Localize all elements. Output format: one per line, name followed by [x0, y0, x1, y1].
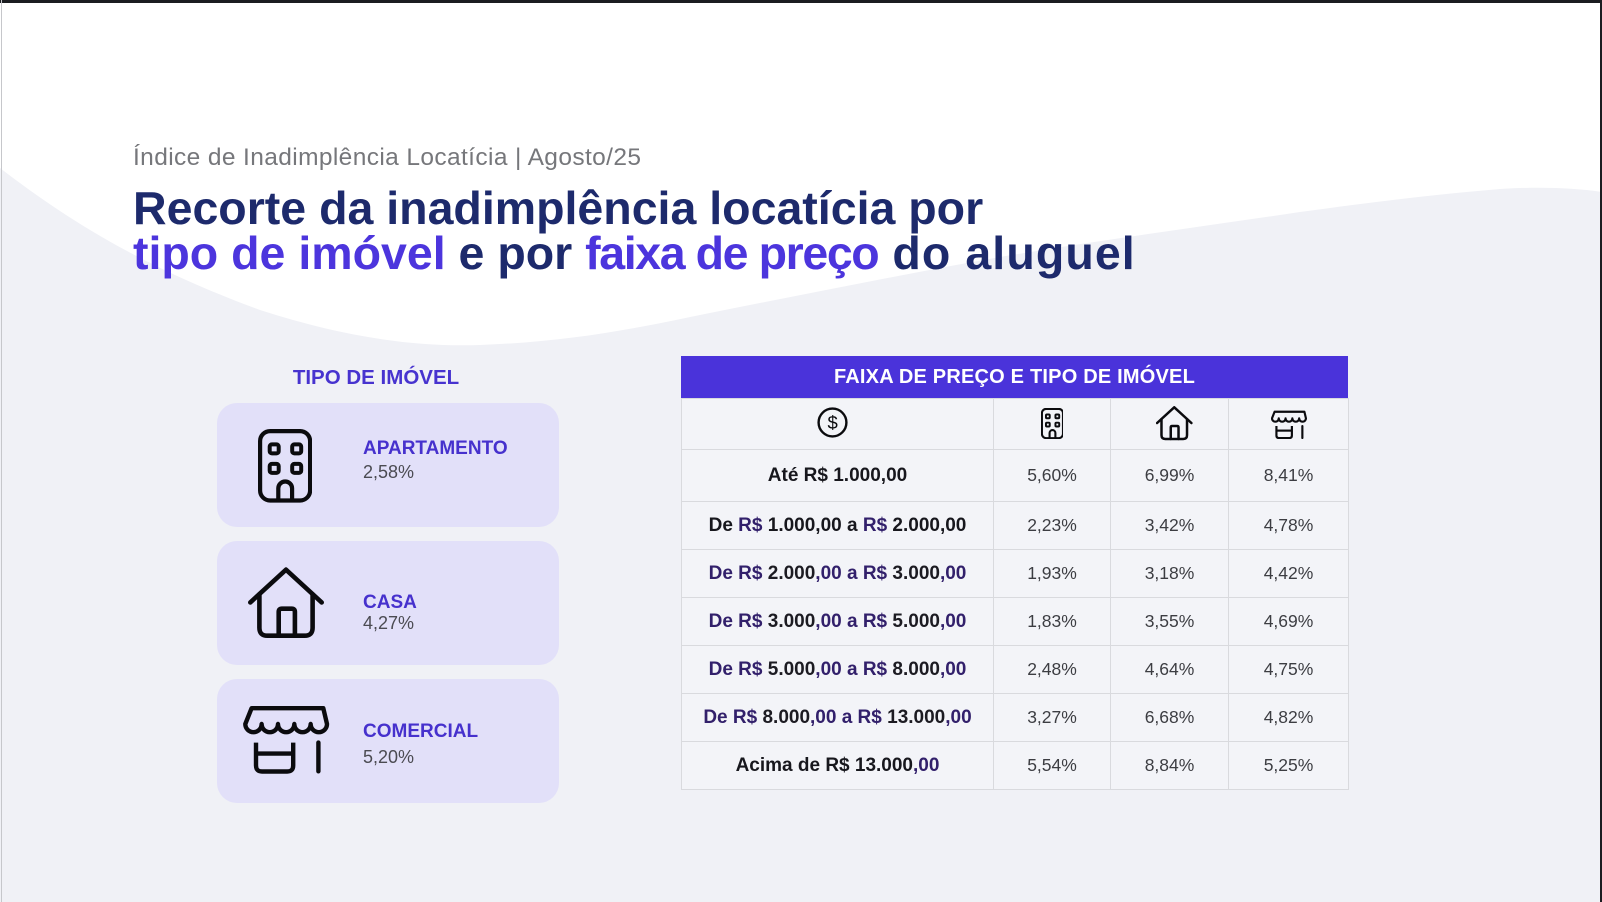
svg-text:$: $ [827, 412, 837, 433]
